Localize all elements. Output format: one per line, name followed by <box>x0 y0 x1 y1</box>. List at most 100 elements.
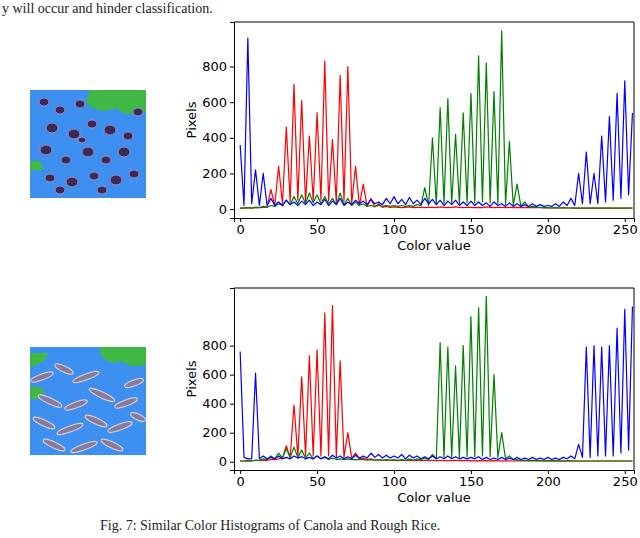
thumbnail-grain <box>54 362 75 376</box>
y-tick: 800 <box>202 338 234 353</box>
thumbnail-grain <box>70 439 98 454</box>
x-tick: 250 <box>613 218 638 237</box>
y-tick-mark <box>230 209 234 210</box>
thumbnail-grain <box>40 145 52 155</box>
x-tick-label: 150 <box>459 474 484 489</box>
thumbnail-grain <box>97 186 107 194</box>
histogram-line <box>240 296 632 461</box>
y-axis: 0 200 400 600 800 <box>202 23 234 219</box>
thumbnail-grain <box>30 370 54 384</box>
x-tick-label: 50 <box>309 222 326 237</box>
y-tick-mark <box>230 173 234 174</box>
x-tick-label: 50 <box>309 474 326 489</box>
thumbnail-grain <box>72 369 100 384</box>
x-tick: 0 <box>237 470 245 489</box>
y-axis-title: Pixels <box>184 101 199 138</box>
y-tick-label: 0 <box>219 202 227 217</box>
y-tick: 400 <box>202 396 234 411</box>
x-tick: 50 <box>309 218 326 237</box>
plot-area <box>240 296 632 461</box>
x-axis-line <box>235 219 635 223</box>
thumbnail-grain <box>78 137 86 143</box>
thumbnail-grain <box>39 98 49 106</box>
thumbnail-grain <box>45 174 55 182</box>
x-tick: 100 <box>382 470 407 489</box>
thumbnail-patch <box>30 347 146 399</box>
x-tick: 150 <box>459 218 484 237</box>
y-tick-label: 600 <box>202 367 227 382</box>
thumbnail-grain <box>107 420 133 435</box>
x-tick: 200 <box>536 470 561 489</box>
x-axis: 0 50 100 150 200 250 <box>235 470 638 489</box>
figure: y will occur and hinder classification.F… <box>0 0 640 538</box>
thumbnail-grain <box>84 413 108 429</box>
y-tick: 0 <box>219 202 234 217</box>
y-tick: 400 <box>202 130 234 145</box>
x-tick: 250 <box>613 470 638 489</box>
x-tick-label: 250 <box>613 474 638 489</box>
y-tick-label: 600 <box>202 95 227 110</box>
y-tick-label: 0 <box>219 454 227 469</box>
histogram-line <box>240 306 632 461</box>
y-tick-mark <box>230 375 234 376</box>
thumbnail-grain <box>101 156 111 164</box>
x-tick: 0 <box>237 218 245 237</box>
thumbnail-grain <box>87 120 97 128</box>
histogram-line <box>240 61 632 208</box>
frame <box>234 22 634 23</box>
y-tick: 200 <box>202 166 234 181</box>
thumbnail-grain <box>114 396 139 410</box>
x-axis-line <box>235 471 635 475</box>
x-axis-title: Color value <box>397 490 471 505</box>
y-tick-mark <box>230 433 234 434</box>
x-tick: 150 <box>459 470 484 489</box>
y-tick: 800 <box>202 59 234 74</box>
y-axis-title: Pixels <box>184 360 199 397</box>
y-tick-mark <box>230 404 234 405</box>
thumbnail-grain <box>124 377 145 389</box>
thumbnail-grain <box>110 175 122 185</box>
frame <box>634 288 635 470</box>
thumbnail-background <box>30 90 146 198</box>
thumbnail-background <box>30 347 146 455</box>
thumbnail-grain <box>75 100 85 108</box>
y-tick-mark <box>230 346 234 347</box>
y-tick: 600 <box>202 367 234 382</box>
thumbnail-grain <box>32 415 56 431</box>
y-tick-label: 400 <box>202 396 227 411</box>
x-tick-label: 100 <box>382 222 407 237</box>
y-tick-label: 800 <box>202 59 227 74</box>
chart: 0 50 100 150 200 250 0 200 400 600 800 Color value P… <box>184 22 638 253</box>
x-tick-label: 0 <box>237 474 245 489</box>
x-tick-label: 250 <box>613 222 638 237</box>
x-tick: 50 <box>309 470 326 489</box>
frame <box>234 288 634 289</box>
x-tick-label: 200 <box>536 222 561 237</box>
x-axis-title: Color value <box>397 238 471 253</box>
y-tick-label: 200 <box>202 166 227 181</box>
chart: 0 50 100 150 200 250 0 200 400 600 800 Color value P… <box>184 288 638 505</box>
thumbnail-grain <box>37 393 63 409</box>
x-tick-label: 200 <box>536 474 561 489</box>
thumbnail-grain <box>68 129 80 139</box>
caption: Fig. 7: Similar Color Histograms of Cano… <box>100 518 440 533</box>
y-tick-label: 800 <box>202 338 227 353</box>
y-axis: 0 200 400 600 800 <box>202 289 234 471</box>
y-tick-label: 200 <box>202 425 227 440</box>
thumbnail-grain <box>89 172 99 180</box>
y-axis-line <box>230 23 235 219</box>
thumbnail-grain <box>56 421 84 436</box>
x-tick-label: 150 <box>459 222 484 237</box>
thumbnail-patch <box>30 90 146 170</box>
x-tick-label: 100 <box>382 474 407 489</box>
frame <box>634 22 635 218</box>
thumbnail-grain <box>133 108 143 116</box>
thumbnail-grain <box>123 132 133 140</box>
y-axis-line <box>230 289 235 471</box>
y-tick-label: 400 <box>202 130 227 145</box>
thumbnail-grain <box>55 186 65 194</box>
thumbnail-grain <box>129 170 139 178</box>
thumbnail-grain <box>61 156 71 164</box>
y-tick: 200 <box>202 425 234 440</box>
histogram-line <box>240 31 632 208</box>
